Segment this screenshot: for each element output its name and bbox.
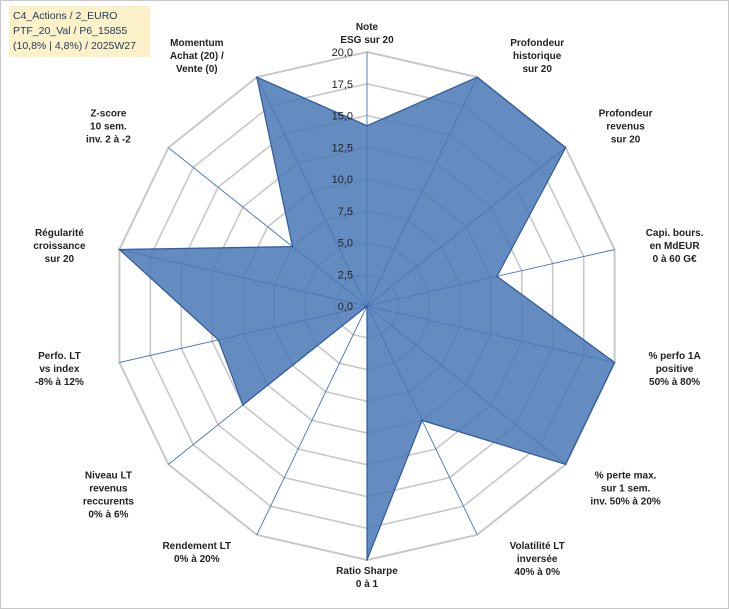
- axis-label-line: Régularité: [35, 228, 84, 239]
- axis-label-line: sur 20: [522, 64, 552, 75]
- axis-label-line: Rendement LT: [162, 541, 231, 552]
- axis-label: Capi. bours. en MdEUR 0 à 60 G€: [646, 228, 704, 265]
- axis-label-line: % perte max.: [595, 470, 657, 481]
- series-point: [366, 124, 368, 127]
- tick-label: 5,0: [338, 238, 353, 250]
- axis-label-line: 40% à 0%: [514, 567, 560, 578]
- axis-label-line: Achat (20) /: [170, 51, 224, 62]
- axis-label: Perfo. LT vs index -8% à 12%: [35, 351, 84, 388]
- axis-label-line: 10 sem.: [90, 122, 127, 133]
- axis-label: Niveau LT revenus reccurents 0% à 6%: [83, 470, 135, 520]
- axis-label-line: reccurents: [83, 496, 135, 507]
- axis-label-line: revenus: [89, 483, 128, 494]
- tick-label: 7,5: [338, 206, 353, 218]
- series-point: [366, 305, 368, 307]
- tick-label: 10,0: [332, 174, 353, 186]
- tick-label: 17,5: [332, 79, 353, 91]
- axis-label: Profondeur revenus sur 20: [599, 109, 653, 146]
- axis-label-line: 50% à 80%: [649, 377, 700, 388]
- axis-label: Rendement LT 0% à 20%: [162, 541, 231, 565]
- axis-label-line: croissance: [33, 241, 86, 252]
- portfolio-info-box: C4_Actions / 2_EURO PTF_20_Val / P6_1585…: [9, 6, 150, 57]
- series-point: [366, 559, 368, 561]
- info-line-2: PTF_20_Val / P6_15855: [13, 25, 128, 37]
- tick-label: 15,0: [332, 111, 353, 123]
- axis-label-line: Niveau LT: [85, 470, 132, 481]
- axis-label-line: revenus: [606, 122, 645, 133]
- axis-label-line: historique: [513, 51, 562, 62]
- axis-label-line: Note: [356, 22, 379, 33]
- tick-label: 2,5: [338, 269, 353, 281]
- axis-label-line: % perfo 1A: [648, 351, 700, 362]
- axis-label-line: 0% à 20%: [174, 554, 220, 565]
- axis-label-line: 0% à 6%: [88, 509, 128, 520]
- series-point: [564, 463, 567, 466]
- axis-label-line: sur 20: [45, 254, 75, 265]
- series-area: [117, 76, 616, 561]
- tick-label: 20,0: [332, 47, 353, 59]
- axis-label-line: inv. 50% à 20%: [590, 496, 661, 507]
- info-line-3: (10,8% | 4,8%) / 2025W27: [13, 40, 136, 52]
- axis-label-line: vs index: [39, 364, 79, 375]
- axis-label: % perte max. sur 1 sem. inv. 50% à 20%: [590, 470, 661, 507]
- axis-label: % perfo 1A positive 50% à 80%: [648, 351, 700, 388]
- axis-label-line: inversée: [517, 554, 558, 565]
- axis-spoke: [256, 305, 368, 535]
- series-point: [564, 146, 567, 149]
- tick-label: 0,0: [338, 301, 353, 313]
- axis-label-line: Profondeur: [599, 109, 653, 120]
- axis-label-line: Perfo. LT: [38, 351, 81, 362]
- axis-label-line: Ratio Sharpe: [336, 566, 398, 577]
- tick-label: 12,5: [332, 142, 353, 154]
- axis-label-line: Z-score: [90, 109, 127, 120]
- axis-label-line: Profondeur: [510, 38, 564, 49]
- series-point: [421, 419, 423, 422]
- series-point: [291, 245, 294, 248]
- radar-tick-labels: 0,0 2,5 5,0 7,5 10,0 12,5 15,0 17,5 20,0: [332, 47, 353, 313]
- series-point: [242, 404, 244, 406]
- axis-label: Profondeur historique sur 20: [510, 38, 564, 75]
- axis-label-line: en MdEUR: [650, 241, 701, 252]
- series-point: [613, 361, 616, 364]
- series-point: [496, 275, 498, 278]
- axis-label-line: ESG sur 20: [340, 35, 394, 46]
- series-point: [217, 339, 220, 341]
- axis-label-line: -8% à 12%: [35, 377, 84, 388]
- info-line-1: C4_Actions / 2_EURO: [13, 10, 118, 22]
- axis-label: Momentum Achat (20) / Vente (0): [170, 38, 224, 75]
- axis-label-line: sur 1 sem.: [601, 483, 651, 494]
- axis-label-line: sur 20: [611, 135, 641, 146]
- radar-axis-labels: Note ESG sur 20 Profondeur historique sur 20…: [33, 22, 703, 590]
- axis-label-line: Momentum: [170, 38, 223, 49]
- axis-label-line: Capi. bours.: [646, 228, 704, 239]
- axis-label: Volatilité LT inversée 40% à 0%: [510, 541, 565, 578]
- axis-label-line: 0 à 60 G€: [653, 254, 697, 265]
- series-point: [118, 248, 121, 251]
- axis-label-line: inv. 2 à -2: [86, 135, 131, 146]
- axis-label: Ratio Sharpe 0 à 1: [336, 566, 398, 590]
- axis-label-line: Volatilité LT: [510, 541, 565, 552]
- series-point: [255, 76, 258, 78]
- axis-label-line: Vente (0): [176, 64, 218, 75]
- axis-label-line: 0 à 1: [356, 579, 379, 590]
- axis-label: Z-score 10 sem. inv. 2 à -2: [86, 109, 131, 146]
- axis-label: Note ESG sur 20: [340, 22, 394, 46]
- radar-series: [117, 76, 616, 561]
- axis-label-line: positive: [656, 364, 694, 375]
- series-point: [476, 76, 479, 78]
- axis-label: Régularité croissance sur 20: [33, 228, 86, 265]
